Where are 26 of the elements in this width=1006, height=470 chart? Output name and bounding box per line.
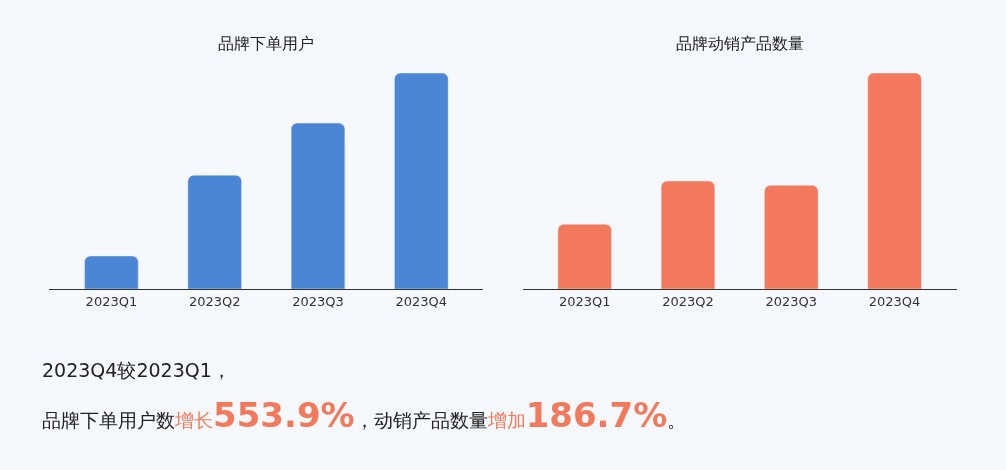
x-tick-label: 2023Q2 bbox=[662, 293, 714, 309]
chart-title: 品牌下单用户 bbox=[218, 34, 314, 53]
x-tick-label: 2023Q1 bbox=[558, 293, 611, 309]
text: 553.9% bbox=[213, 395, 355, 435]
text: 。 bbox=[667, 409, 687, 431]
bar bbox=[764, 185, 819, 289]
x-tick-label: 2023Q4 bbox=[395, 293, 448, 309]
text: 186.7% bbox=[525, 395, 668, 435]
x-tick-label: 2023Q2 bbox=[188, 293, 241, 309]
text: 增长 bbox=[174, 409, 213, 431]
text: ，动销产品数量 bbox=[354, 409, 488, 431]
bar bbox=[84, 255, 139, 289]
text: 增加 bbox=[486, 409, 526, 431]
bar bbox=[867, 73, 922, 289]
x-tick-label: 2023Q4 bbox=[868, 293, 921, 309]
x-tick-label: 2023Q3 bbox=[765, 293, 818, 309]
text: 品牌下单用户数 bbox=[42, 409, 175, 431]
chart-title: 品牌动销产品数量 bbox=[676, 34, 804, 53]
bar bbox=[290, 122, 346, 289]
bar bbox=[660, 180, 716, 289]
x-tick-label: 2023Q1 bbox=[85, 293, 138, 309]
text: 2023Q4较2023Q1， bbox=[42, 359, 231, 381]
x-tick-label: 2023Q3 bbox=[292, 293, 344, 309]
bar bbox=[394, 73, 449, 289]
bar bbox=[557, 223, 612, 289]
bar bbox=[187, 174, 242, 289]
